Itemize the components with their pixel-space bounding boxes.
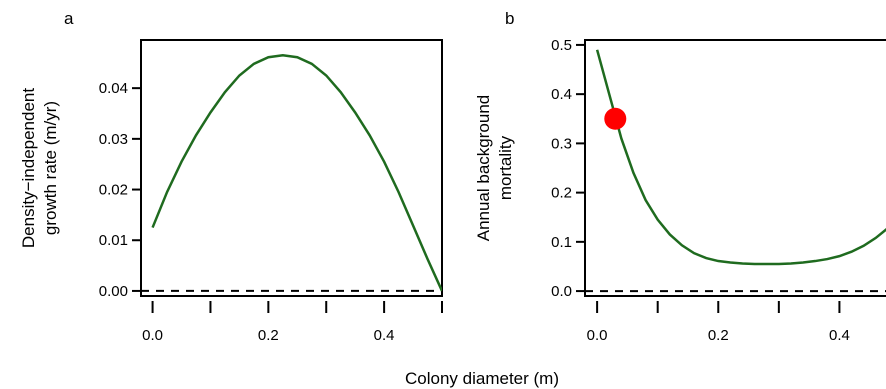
y-axis-title-line: Annual background [474, 95, 493, 242]
x-tick-label: 0.2 [708, 327, 729, 344]
y-tick-label: 0.3 [551, 135, 572, 152]
y-tick-label: 0.2 [551, 185, 572, 202]
panel-a: a 0.00 0.01 0.02 0.03 0.04 0.0 0.2 0.4 Density−in… [19, 9, 443, 344]
y-tick-label: 0.04 [99, 80, 128, 97]
y-tick-label: 0.1 [551, 234, 572, 251]
y-tick-label: 0.01 [99, 232, 128, 249]
series-line [151, 53, 442, 292]
y-tick-label: 0.00 [99, 283, 128, 300]
y-axis-title-line: growth rate (m/yr) [41, 101, 60, 235]
y-axis-title-line: Density−independent [19, 88, 38, 248]
plot-frame [584, 39, 886, 297]
plot-frame [140, 39, 443, 297]
panel-b: b 0.0 0.1 0.2 0.3 0.4 0.5 0.0 0.2 0.4 Annual backg… [474, 9, 886, 344]
x-tick-label: 0.2 [258, 327, 279, 344]
y-tick-label: 0.03 [99, 131, 128, 148]
y-tick-label: 0.02 [99, 182, 128, 199]
y-axis-title-line: mortality [496, 135, 515, 200]
y-tick-label: 0.0 [551, 283, 572, 300]
y-tick-label: 0.4 [551, 86, 572, 103]
x-tick-label: 0.4 [829, 327, 850, 344]
x-tick-label: 0.0 [142, 327, 163, 344]
y-tick-label: 0.5 [551, 37, 572, 54]
panel-letter: b [505, 9, 514, 28]
x-tick-label: 0.4 [374, 327, 395, 344]
x-tick-label: 0.0 [587, 327, 608, 344]
shared-x-axis-label: Colony diameter (m) [405, 369, 559, 388]
highlight-point [604, 107, 627, 130]
panel-letter: a [64, 9, 74, 28]
series-line [595, 49, 886, 266]
